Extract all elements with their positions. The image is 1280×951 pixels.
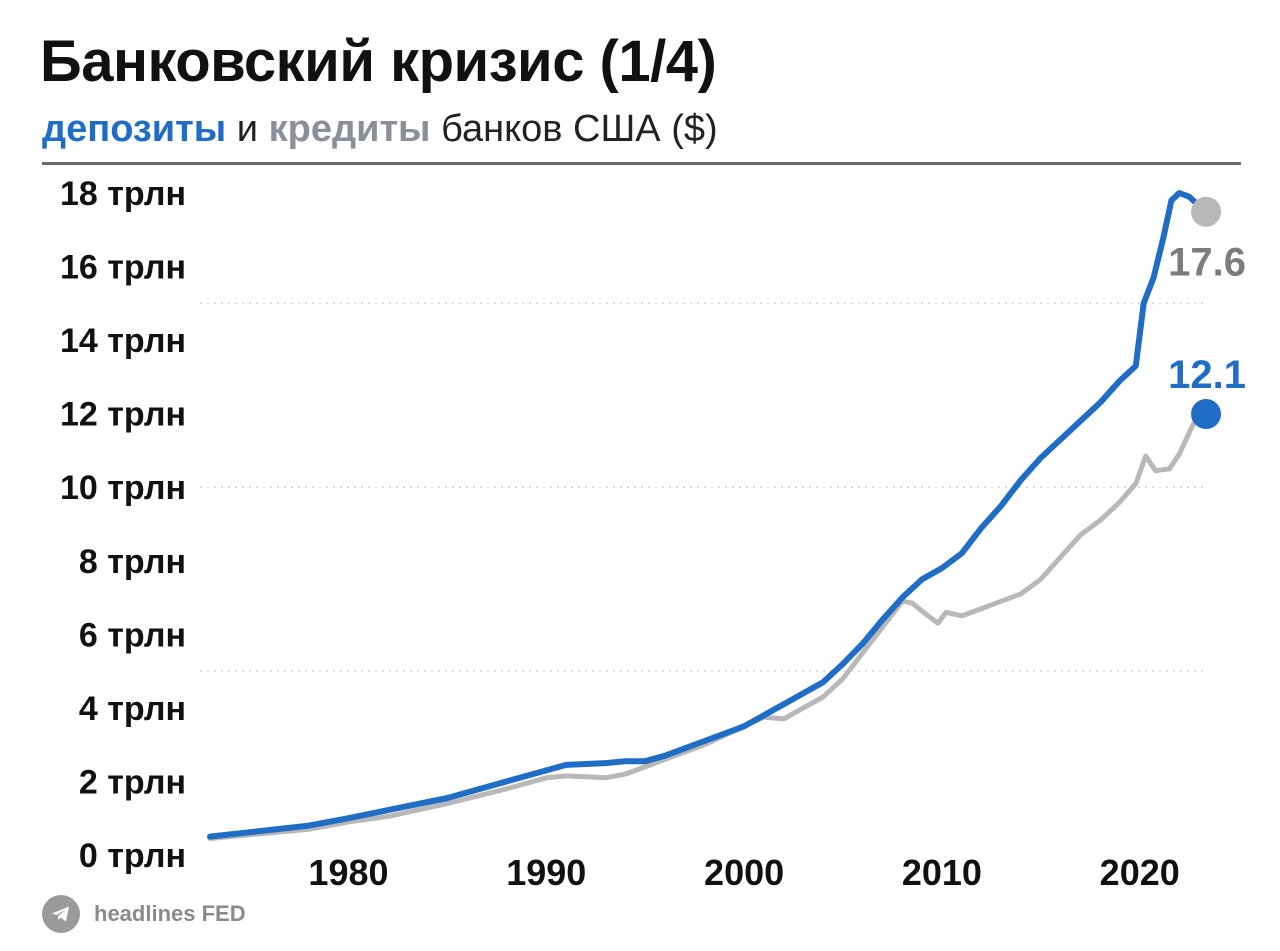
y-axis-tick-labels: 0 трлн 2 трлн 4 трлн 6 трлн 8 трлн 10 трлн 12 … — [60, 175, 186, 875]
x-tick-label: 2020 — [1100, 852, 1180, 893]
y-tick-label: 18 трлн — [60, 175, 186, 213]
deposits-series-line — [207, 190, 1204, 840]
y-tick-label: 10 трлн — [60, 469, 186, 507]
credits-end-marker — [1191, 398, 1222, 429]
title-divider — [42, 162, 1241, 165]
subtitle-deposits-word: депозиты — [42, 108, 227, 150]
y-tick-label: 8 трлн — [79, 543, 186, 581]
x-axis-tick-labels: 1980 1990 2000 2010 2020 — [308, 852, 1179, 893]
x-tick-label: 2010 — [902, 852, 982, 893]
y-tick-label: 14 трлн — [60, 322, 186, 360]
telegram-icon — [42, 895, 80, 933]
subtitle-and-word: и — [236, 108, 259, 150]
deposits-end-marker — [1191, 196, 1222, 227]
chart-title: Банковский кризис (1/4) — [40, 29, 717, 94]
grid-lines — [200, 302, 1205, 672]
end-markers: 12.1 17.6 — [1168, 196, 1246, 429]
x-tick-label: 1980 — [308, 852, 388, 893]
y-tick-label: 16 трлн — [60, 249, 186, 287]
y-tick-label: 2 трлн — [79, 763, 186, 801]
subtitle-credits-word: кредиты — [268, 108, 431, 150]
credits-end-label: 12.1 — [1168, 353, 1246, 397]
y-tick-label: 12 трлн — [60, 396, 186, 434]
x-tick-label: 2000 — [704, 852, 784, 893]
credits-series-line — [207, 407, 1204, 841]
series-lines — [207, 190, 1204, 841]
deposits-end-label: 17.6 — [1168, 241, 1246, 285]
y-tick-label: 4 трлн — [79, 690, 186, 728]
y-tick-label: 6 трлн — [79, 616, 186, 654]
y-tick-label: 0 трлн — [79, 837, 186, 875]
footer-brand: headlines FED — [42, 894, 246, 934]
subtitle-rest: банков США ($) — [441, 108, 718, 150]
chart-subtitle: депозиты и кредиты банков США ($) — [42, 108, 718, 151]
x-tick-label: 1990 — [506, 852, 586, 893]
channel-name: headlines FED — [94, 901, 246, 926]
